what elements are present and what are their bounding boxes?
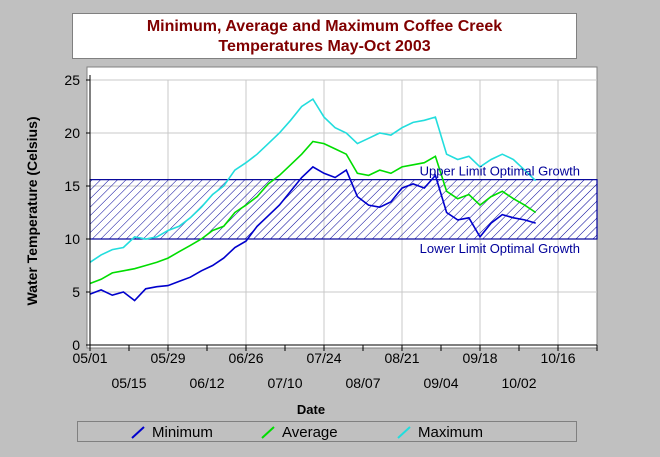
y-tick-label: 0 <box>72 337 80 353</box>
y-tick-label: 20 <box>64 125 80 141</box>
legend-label: Maximum <box>418 423 484 441</box>
y-tick-label: 15 <box>64 178 80 194</box>
legend-item-average: Average <box>260 423 338 441</box>
x-tick-label: 05/01 <box>72 350 107 366</box>
x-tick-label: 10/02 <box>501 375 536 391</box>
legend-swatch <box>261 426 275 439</box>
y-tick-label: 5 <box>72 284 80 300</box>
x-tick-label: 06/26 <box>228 350 263 366</box>
y-tick-label: 10 <box>64 231 80 247</box>
x-axis-label: Date <box>297 402 325 417</box>
x-tick-label: 07/10 <box>267 375 302 391</box>
x-tick-label: 09/18 <box>462 350 497 366</box>
band-lower-label: Lower Limit Optimal Growth <box>420 241 580 256</box>
chart-title-box: Minimum, Average and Maximum Coffee Cree… <box>72 13 577 59</box>
legend: Minimum Average Maximum <box>77 421 577 442</box>
band-upper-label: Upper Limit Optimal Growth <box>420 164 580 179</box>
chart-title: Minimum, Average and Maximum Coffee Cree… <box>146 18 503 35</box>
x-tick-label: 07/24 <box>306 350 341 366</box>
x-tick-label: 10/16 <box>540 350 575 366</box>
y-tick-label: 25 <box>64 72 80 88</box>
x-tick-label: 09/04 <box>423 375 458 391</box>
chart-subtitle: Temperatures May-Oct 2003 <box>218 38 431 55</box>
series-line-average <box>89 140 537 285</box>
series-line-maximum <box>89 97 537 263</box>
x-tick-label: 08/07 <box>345 375 380 391</box>
legend-label: Average <box>282 423 338 441</box>
optimal-growth-band <box>89 179 598 240</box>
legend-item-minimum: Minimum <box>130 423 213 441</box>
legend-item-maximum: Maximum <box>396 423 483 441</box>
legend-label: Minimum <box>152 423 213 441</box>
legend-swatch <box>131 426 145 439</box>
x-tick-label: 05/15 <box>111 375 146 391</box>
y-axis-label: Water Temperature (Celsius) <box>24 116 40 305</box>
legend-swatch <box>397 426 411 439</box>
x-tick-label: 05/29 <box>150 350 185 366</box>
x-tick-label: 06/12 <box>189 375 224 391</box>
x-tick-label: 08/21 <box>384 350 419 366</box>
series-line-minimum <box>89 165 536 302</box>
